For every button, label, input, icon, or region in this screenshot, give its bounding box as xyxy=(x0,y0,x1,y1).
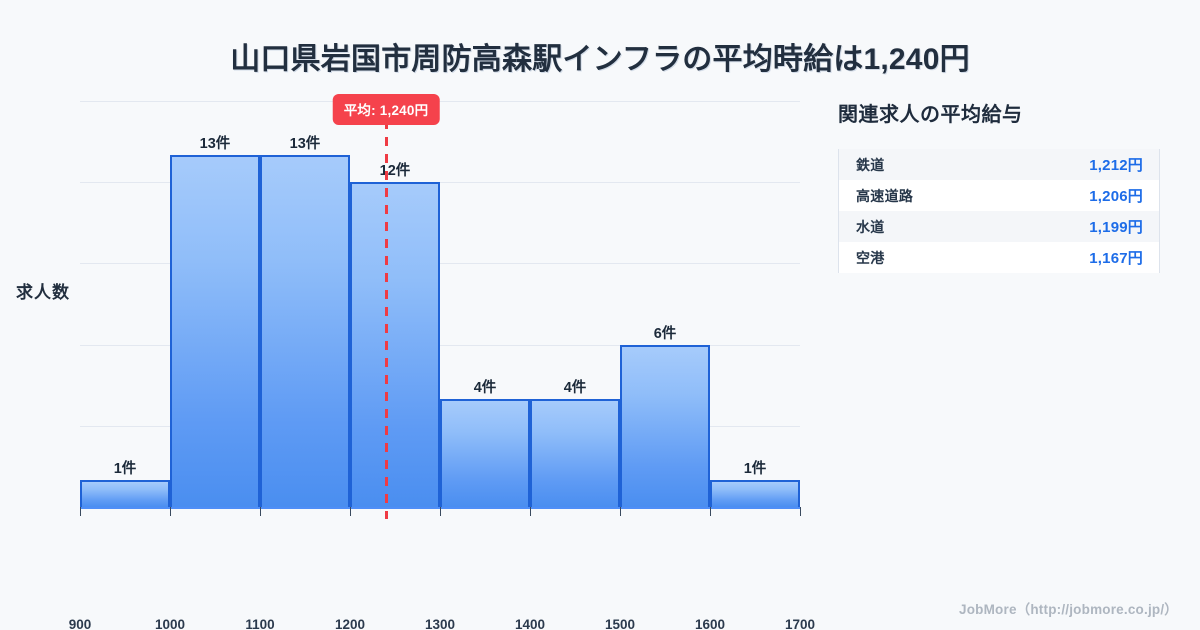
table-row-value: 1,167円 xyxy=(1089,250,1143,267)
table-row[interactable]: 鉄道 1,212円 xyxy=(839,149,1159,180)
gridline xyxy=(80,345,800,346)
bar-value-label: 1件 xyxy=(113,460,137,477)
bar-value-label: 4件 xyxy=(563,379,587,396)
table-row-value: 1,212円 xyxy=(1089,157,1143,174)
x-axis-tick-label: 1300 xyxy=(424,617,456,630)
related-salary-panel: 関連求人の平均給与 鉄道 1,212円高速道路 1,206円水道 1,199円空港 1,… xyxy=(838,98,1168,273)
table-row-label: 高速道路 xyxy=(856,187,914,204)
histogram-bar xyxy=(170,155,260,507)
x-axis-tick xyxy=(710,507,711,516)
table-row-value: 1,206円 xyxy=(1089,188,1143,205)
table-row-label: 空港 xyxy=(856,249,885,266)
x-axis-tick-label: 1700 xyxy=(784,617,816,630)
bar-value-label: 6件 xyxy=(653,325,677,342)
gridline xyxy=(80,263,800,264)
x-axis-tick xyxy=(80,507,81,516)
histogram-bar xyxy=(710,479,800,507)
average-line xyxy=(384,120,388,519)
bar-value-label: 13件 xyxy=(199,136,231,153)
table-row[interactable]: 水道 1,199円 xyxy=(839,211,1159,242)
x-axis-tick-label: 900 xyxy=(68,617,92,630)
x-axis-tick xyxy=(620,507,621,516)
x-axis-tick-label: 1400 xyxy=(514,617,546,630)
table-row-label: 鉄道 xyxy=(856,156,885,173)
related-salary-table: 鉄道 1,212円高速道路 1,206円水道 1,199円空港 1,167円 xyxy=(838,149,1160,273)
table-row[interactable]: 空港 1,167円 xyxy=(839,242,1159,273)
histogram-bar xyxy=(350,182,440,507)
histogram-bar xyxy=(440,398,530,507)
x-axis-tick xyxy=(440,507,441,516)
gridline xyxy=(80,101,800,102)
x-axis-tick-label: 1100 xyxy=(245,617,275,630)
table-row-value: 1,199円 xyxy=(1089,219,1143,236)
x-axis-tick-label: 1000 xyxy=(154,617,186,630)
gridline xyxy=(80,182,800,183)
x-axis-tick xyxy=(800,507,801,516)
histogram-bar xyxy=(80,479,170,507)
y-axis-title: 求人数 xyxy=(16,283,70,302)
footer-watermark: JobMore（http://jobmore.co.jp/） xyxy=(959,602,1178,617)
side-panel-title: 関連求人の平均給与 xyxy=(838,104,1023,126)
x-axis-tick xyxy=(350,507,351,516)
table-row[interactable]: 高速道路 1,206円 xyxy=(839,180,1159,211)
histogram-bar xyxy=(620,344,710,507)
histogram-bar xyxy=(530,398,620,507)
bar-value-label: 1件 xyxy=(743,460,767,477)
average-badge: 平均: 1,240円 xyxy=(332,94,440,125)
x-axis-tick-label: 1600 xyxy=(694,617,726,630)
table-row-label: 水道 xyxy=(856,218,885,235)
x-axis-tick xyxy=(170,507,171,516)
histogram-chart: 900 1000 1100 1200 1300 1400 1500 1600 1700 1件 13… xyxy=(0,90,820,630)
x-axis-tick xyxy=(530,507,531,516)
x-axis-tick xyxy=(260,507,261,516)
x-axis-tick-label: 1200 xyxy=(334,617,366,630)
histogram-bar xyxy=(260,155,350,507)
bar-value-label: 4件 xyxy=(473,379,497,396)
page-title: 山口県岩国市周防高森駅インフラの平均時給は1,240円 xyxy=(230,43,970,76)
x-axis-tick-label: 1500 xyxy=(604,617,636,630)
bar-value-label: 13件 xyxy=(289,136,321,153)
